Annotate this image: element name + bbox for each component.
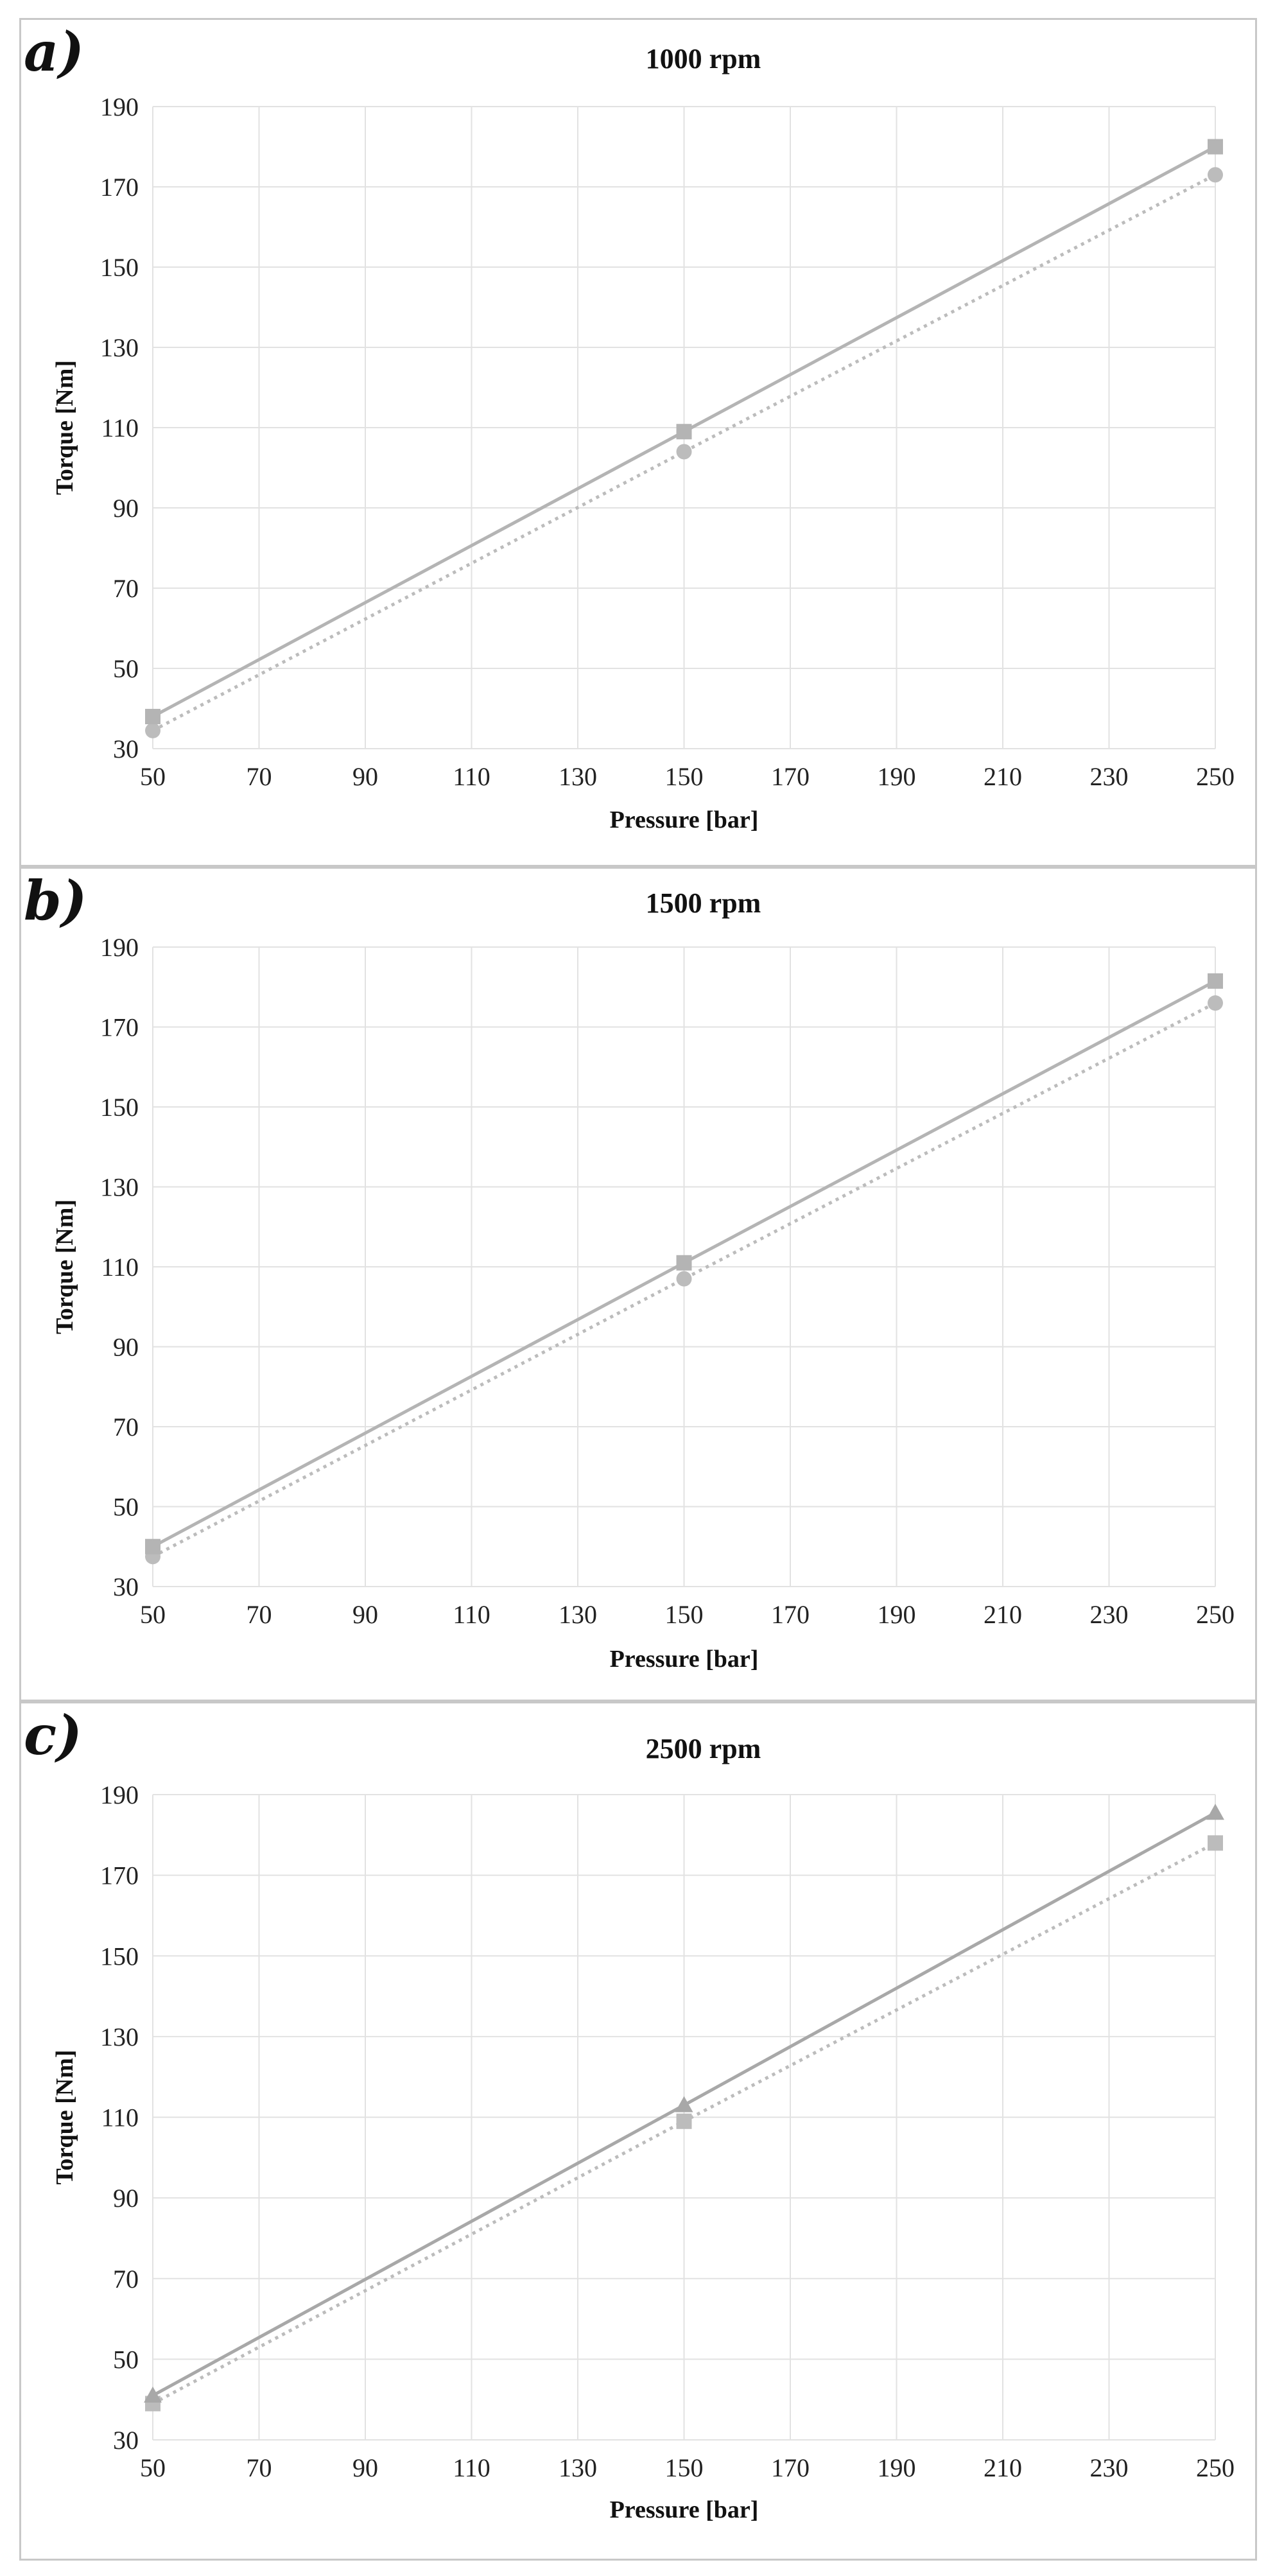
- panel-label: a): [24, 20, 85, 83]
- x-tick-label: 50: [140, 2453, 166, 2482]
- x-tick-label: 170: [771, 2453, 810, 2482]
- x-tick-label: 110: [453, 2453, 490, 2482]
- x-tick-label: 90: [352, 2453, 378, 2482]
- y-tick-label: 190: [100, 933, 139, 962]
- x-tick-label: 70: [247, 2453, 272, 2482]
- x-tick-label: 170: [771, 762, 810, 791]
- y-tick-label: 110: [101, 2103, 139, 2132]
- chart-title: 1500 rpm: [646, 887, 761, 919]
- y-tick-label: 150: [100, 253, 139, 282]
- data-point-triangle: [1206, 1804, 1224, 1820]
- y-tick-label: 110: [101, 1253, 139, 1282]
- data-point-circle: [676, 444, 692, 460]
- data-point-square: [676, 424, 692, 440]
- data-point-square: [676, 2113, 692, 2129]
- x-tick-label: 130: [559, 762, 597, 791]
- data-point-square: [145, 1538, 160, 1554]
- x-tick-label: 230: [1090, 2453, 1129, 2482]
- x-tick-label: 130: [559, 2453, 597, 2482]
- data-point-circle: [1208, 167, 1223, 183]
- x-tick-label: 110: [453, 762, 490, 791]
- chart-1000-rpm: 1000 rpm 50 70 90 110 130 150 170 190 210 230 250 30…: [51, 43, 1235, 833]
- data-point-circle: [1208, 995, 1223, 1011]
- x-tick-label: 150: [665, 2453, 704, 2482]
- chart-panel-a: a) 1000 rpm 50 70 90 110 130 150 170 190 210 230 25…: [19, 18, 1257, 867]
- x-axis-title: Pressure [bar]: [610, 1646, 759, 1673]
- panel-label: b): [24, 869, 87, 932]
- y-axis-title: Torque [Nm]: [51, 360, 78, 495]
- y-tick-label: 150: [100, 1093, 139, 1122]
- x-tick-label: 250: [1196, 2453, 1235, 2482]
- data-point-square: [1208, 139, 1223, 155]
- y-tick-label: 70: [113, 2265, 139, 2293]
- x-tick-label: 230: [1090, 1600, 1129, 1629]
- y-tick-label: 170: [100, 173, 139, 202]
- x-tick-label: 210: [984, 762, 1022, 791]
- data-point-square: [1208, 1835, 1223, 1851]
- panel-label: c): [24, 1703, 82, 1767]
- y-tick-label: 90: [113, 494, 139, 523]
- x-tick-label: 190: [878, 1600, 916, 1629]
- data-point-triangle: [144, 2386, 162, 2403]
- y-tick-label: 170: [100, 1013, 139, 1042]
- y-tick-label: 110: [101, 413, 139, 442]
- y-tick-label: 190: [100, 92, 139, 121]
- x-tick-label: 210: [984, 1600, 1022, 1629]
- x-tick-label: 150: [665, 1600, 704, 1629]
- y-tick-label: 130: [100, 1173, 139, 1202]
- chart-title: 1000 rpm: [646, 43, 761, 74]
- x-tick-label: 170: [771, 1600, 810, 1629]
- y-axis-title: Torque [Nm]: [51, 2049, 78, 2184]
- y-tick-label: 170: [100, 1861, 139, 1890]
- x-tick-label: 90: [352, 1600, 378, 1629]
- y-tick-label: 130: [100, 333, 139, 362]
- chart-title: 2500 rpm: [646, 1733, 761, 1764]
- x-tick-label: 210: [984, 2453, 1022, 2482]
- x-tick-label: 70: [247, 762, 272, 791]
- data-point-circle: [145, 722, 160, 738]
- y-tick-label: 30: [113, 1572, 139, 1601]
- y-tick-label: 90: [113, 2184, 139, 2213]
- y-tick-label: 150: [100, 1942, 139, 1971]
- y-axis-title: Torque [Nm]: [51, 1199, 78, 1334]
- chart-2500-rpm: 2500 rpm 50 70 90 110 130 150 170 190 210 230 250 30…: [51, 1733, 1235, 2523]
- x-tick-label: 230: [1090, 762, 1129, 791]
- chart-1500-rpm: 1500 rpm 50 70 90 110 130 150 170 190 210 230 250 30…: [51, 887, 1235, 1673]
- x-tick-label: 250: [1196, 762, 1235, 791]
- y-tick-label: 70: [113, 574, 139, 603]
- x-tick-label: 110: [453, 1600, 490, 1629]
- data-point-square: [1208, 973, 1223, 989]
- x-tick-label: 190: [878, 2453, 916, 2482]
- x-tick-label: 130: [559, 1600, 597, 1629]
- data-point-circle: [676, 1271, 692, 1287]
- chart-panel-b: b) 1500 rpm 50 70 90 110 130 150 170 190 210 230 25…: [19, 867, 1257, 1701]
- x-axis-title: Pressure [bar]: [610, 2496, 759, 2523]
- y-tick-label: 90: [113, 1333, 139, 1362]
- x-tick-label: 90: [352, 762, 378, 791]
- x-tick-label: 50: [140, 1600, 166, 1629]
- data-point-square: [145, 709, 160, 724]
- chart-panel-c: c) 2500 rpm 50 70 90 110 130 150 170 190 210 230 25…: [19, 1701, 1257, 2561]
- x-tick-label: 190: [878, 762, 916, 791]
- y-tick-label: 30: [113, 2426, 139, 2455]
- x-tick-label: 70: [247, 1600, 272, 1629]
- y-tick-label: 50: [113, 654, 139, 683]
- x-axis-title: Pressure [bar]: [610, 806, 759, 833]
- x-tick-label: 150: [665, 762, 704, 791]
- y-tick-label: 50: [113, 1493, 139, 1522]
- y-tick-label: 130: [100, 2023, 139, 2051]
- data-point-square: [676, 1255, 692, 1271]
- y-tick-label: 70: [113, 1413, 139, 1441]
- y-tick-label: 190: [100, 1780, 139, 1809]
- y-tick-label: 50: [113, 2345, 139, 2374]
- x-tick-label: 50: [140, 762, 166, 791]
- data-point-triangle: [675, 2096, 693, 2112]
- x-tick-label: 250: [1196, 1600, 1235, 1629]
- y-tick-label: 30: [113, 735, 139, 763]
